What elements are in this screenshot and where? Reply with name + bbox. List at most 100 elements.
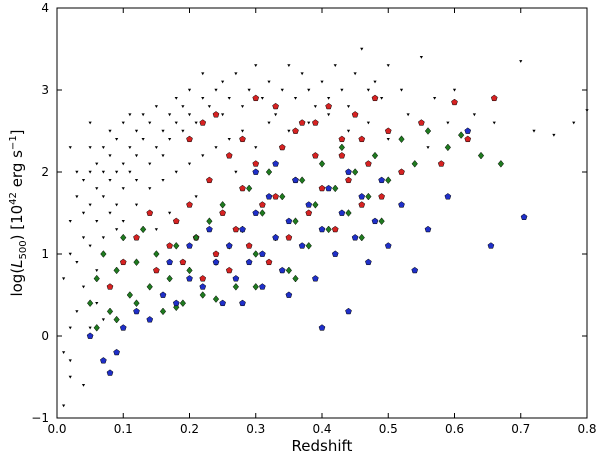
green-point xyxy=(113,266,120,275)
x-tick-label: 0.0 xyxy=(47,422,66,436)
blue-point xyxy=(424,225,432,233)
green-point xyxy=(424,127,432,135)
black-point xyxy=(373,80,377,84)
blue-point xyxy=(206,225,213,233)
green-point xyxy=(265,168,273,176)
blue-point xyxy=(245,258,253,266)
black-point xyxy=(174,170,178,174)
red-point xyxy=(199,275,207,282)
red-point xyxy=(225,152,233,159)
black-point xyxy=(327,97,331,100)
blue-point xyxy=(331,250,339,257)
black-point xyxy=(88,170,92,174)
blue-point xyxy=(325,184,332,192)
green-point xyxy=(232,283,239,291)
black-point xyxy=(307,88,311,92)
black-point xyxy=(287,129,291,133)
black-point xyxy=(148,162,152,166)
blue-point xyxy=(318,324,326,331)
black-point xyxy=(300,72,304,76)
black-point xyxy=(519,60,523,63)
black-point xyxy=(240,129,245,133)
black-point xyxy=(95,162,99,166)
black-point xyxy=(313,105,317,108)
black-point xyxy=(293,97,298,100)
blue-point xyxy=(444,193,452,200)
blue-point xyxy=(298,242,306,249)
green-point xyxy=(299,176,306,184)
red-point xyxy=(418,119,425,126)
y-tick-label: 1 xyxy=(41,247,49,261)
black-point xyxy=(134,203,139,207)
green-point xyxy=(365,192,372,201)
red-point xyxy=(212,250,220,257)
red-point xyxy=(186,201,193,208)
y-axis-label: log(L500) [1042 erg s−1] xyxy=(8,129,29,296)
black-point xyxy=(121,187,125,190)
blue-point xyxy=(252,168,260,175)
x-tick-label: 0.7 xyxy=(511,422,530,436)
black-point xyxy=(95,220,99,223)
blue-point xyxy=(219,299,226,307)
black-point xyxy=(280,88,284,92)
black-point xyxy=(181,105,185,108)
blue-point xyxy=(86,332,94,339)
black-point xyxy=(148,121,152,125)
black-point xyxy=(380,97,384,100)
black-point xyxy=(121,220,125,223)
blue-point xyxy=(239,299,246,307)
blue-point xyxy=(113,348,120,356)
green-point xyxy=(338,143,345,152)
green-point xyxy=(106,307,114,316)
green-point xyxy=(153,250,160,258)
black-point xyxy=(234,72,238,76)
green-point xyxy=(458,131,465,139)
red-point xyxy=(338,152,346,159)
green-point xyxy=(279,192,286,201)
blue-point xyxy=(100,357,107,364)
green-point xyxy=(146,283,153,291)
red-point xyxy=(358,135,366,143)
green-point xyxy=(87,299,94,307)
blue-point xyxy=(312,275,319,282)
blue-point xyxy=(199,283,207,290)
black-point xyxy=(346,105,351,108)
red-point xyxy=(371,94,379,102)
y-tick-label: 4 xyxy=(41,1,49,15)
blue-point xyxy=(292,176,299,184)
green-point xyxy=(219,201,226,209)
black-point xyxy=(274,113,278,117)
x-axis-label: Redshift xyxy=(292,437,353,455)
red-point xyxy=(437,160,445,167)
blue-point xyxy=(345,307,352,315)
blue-point xyxy=(212,258,220,266)
black-point xyxy=(201,154,205,158)
black-point xyxy=(88,121,92,125)
green-point xyxy=(133,258,140,266)
black-point xyxy=(214,88,218,92)
plot-frame xyxy=(56,7,588,419)
green-point xyxy=(497,160,504,168)
green-point xyxy=(140,225,147,234)
black-point xyxy=(141,113,145,117)
black-point xyxy=(161,129,165,133)
red-point xyxy=(206,176,213,184)
red-point xyxy=(351,111,359,118)
blue-point xyxy=(411,266,419,274)
black-point xyxy=(108,179,112,182)
blue-point xyxy=(285,217,293,225)
red-point xyxy=(119,258,127,266)
x-tick-label: 0.5 xyxy=(379,422,398,436)
black-point xyxy=(115,203,119,207)
black-point xyxy=(168,113,172,117)
blue-point xyxy=(487,242,495,249)
black-point xyxy=(95,269,99,272)
red-point xyxy=(345,176,352,184)
red-point xyxy=(212,111,220,118)
green-point xyxy=(345,209,352,217)
black-point xyxy=(194,195,198,199)
data-points xyxy=(62,47,589,408)
y-tick-label: 3 xyxy=(41,83,49,97)
black-point xyxy=(68,326,72,330)
